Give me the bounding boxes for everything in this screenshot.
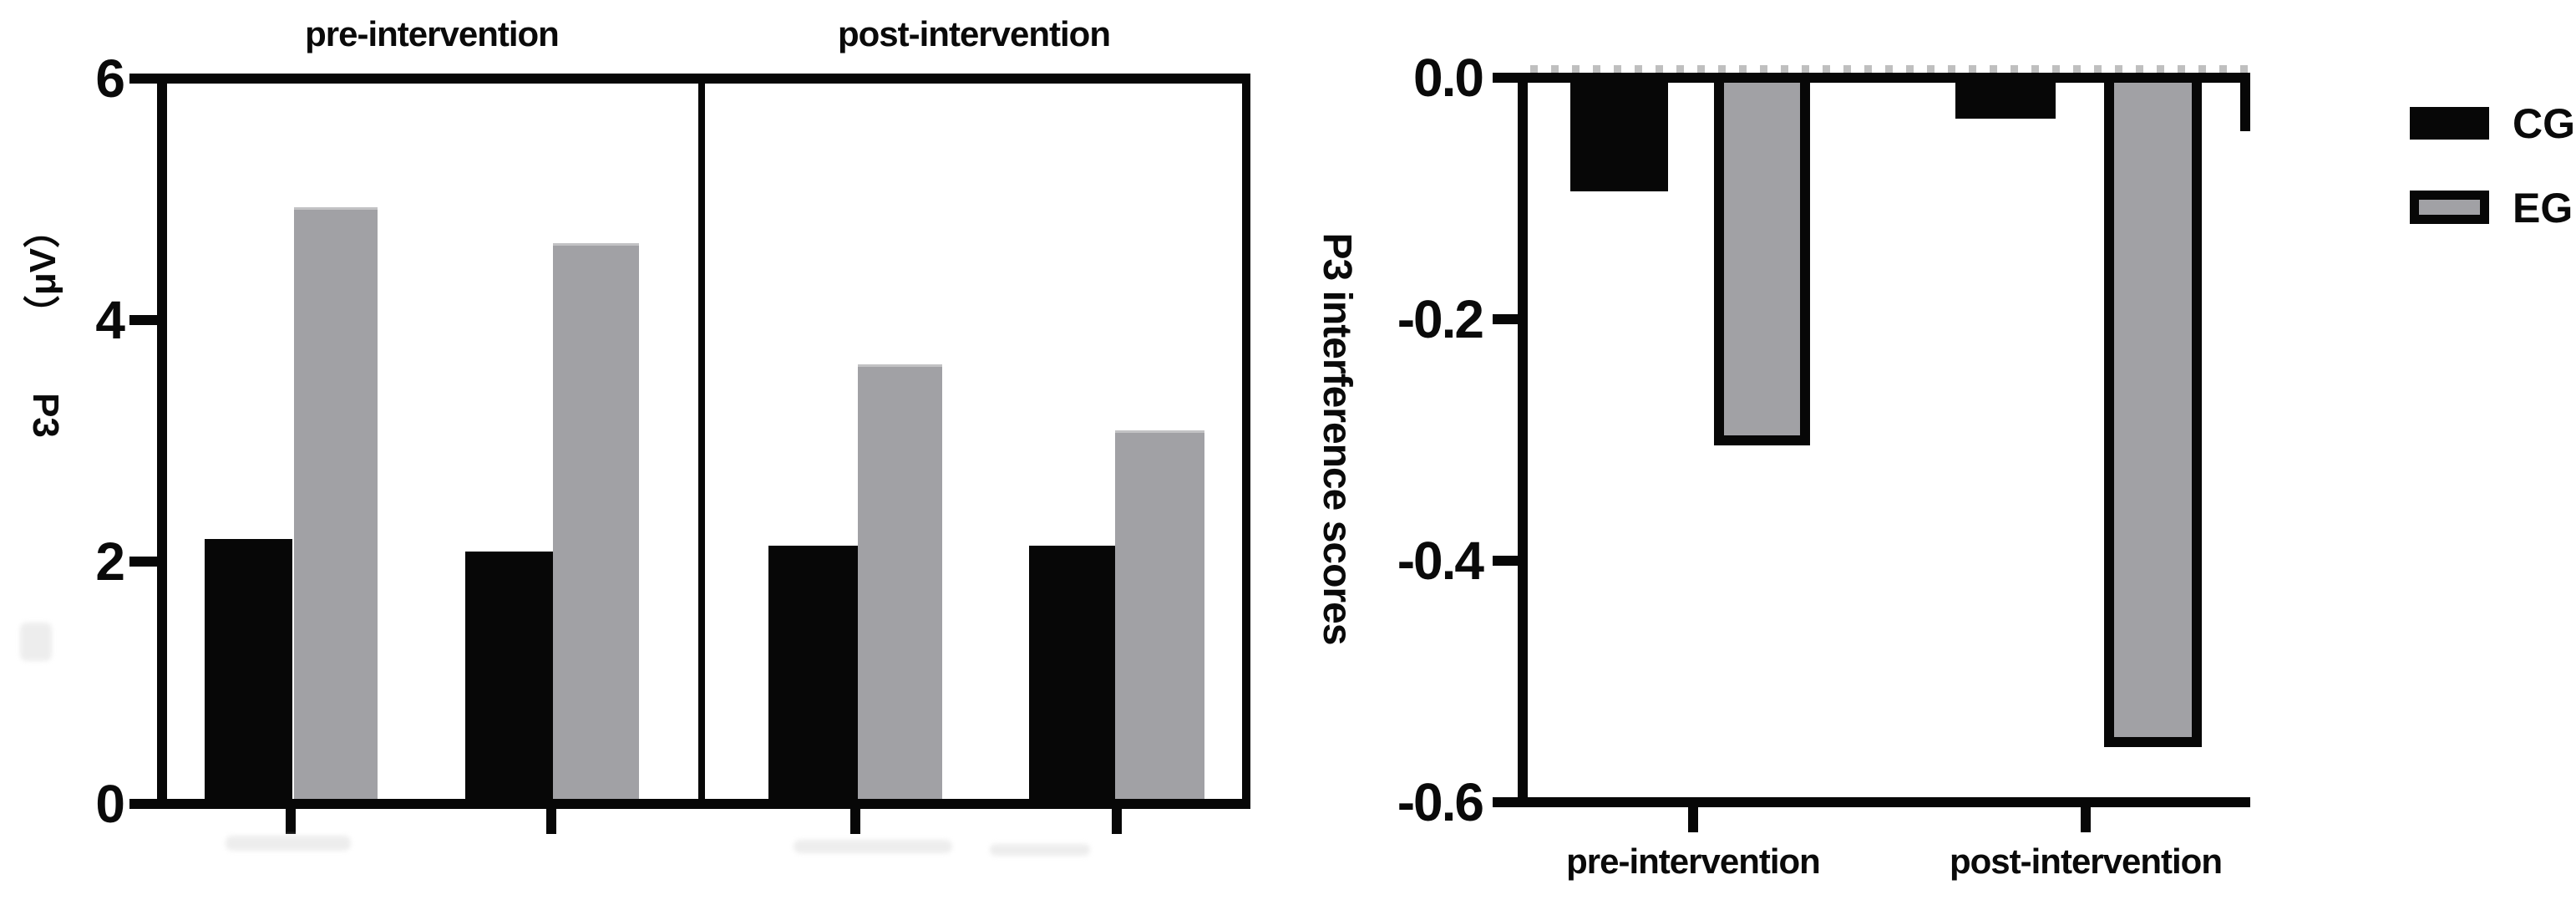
x-tick-group2 — [546, 809, 556, 834]
top-frame-line — [129, 74, 1250, 84]
y-tick--0.2 — [1493, 314, 1518, 324]
x-tick-group3 — [850, 809, 860, 834]
y-tick--0.4 — [1493, 556, 1518, 566]
y-axis-line — [157, 74, 167, 809]
panel-title-post: post-intervention — [838, 14, 1111, 53]
x-label-post: post-intervention — [1950, 842, 2223, 881]
x-tick-group4 — [1112, 809, 1122, 834]
y-axis-line — [1518, 78, 1528, 807]
bar-eg — [294, 207, 378, 799]
zero-line-end-stub — [2240, 83, 2250, 131]
bar-eg — [858, 364, 942, 799]
y-tick-label--0.4: -0.4 — [1397, 531, 1484, 591]
panel-divider-line — [698, 79, 705, 804]
zero-axis-line — [1493, 73, 2250, 83]
ghost-artifact — [990, 844, 1090, 856]
y-tick-label-6: 6 — [95, 48, 125, 109]
bar-eg — [1115, 430, 1204, 799]
legend-swatch-eg — [2410, 191, 2489, 224]
y-tick-label-4: 4 — [95, 290, 125, 350]
bar-cg — [1955, 83, 2056, 119]
x-tick-post — [2081, 807, 2091, 832]
bar-cg — [768, 546, 858, 799]
y-axis-p3-label: P3 — [25, 393, 66, 438]
zero-line-minor-ticks — [1530, 65, 2250, 74]
ghost-artifact — [226, 836, 351, 851]
legend-label-cg: CG — [2513, 100, 2575, 147]
bar-cg — [465, 552, 553, 799]
bar-eg — [2104, 83, 2202, 747]
right-frame-line — [1242, 74, 1250, 809]
panel-title-pre: pre-intervention — [305, 14, 560, 53]
x-axis-line — [129, 799, 1250, 809]
ghost-artifact — [794, 840, 952, 853]
y-tick-label-0.0: 0.0 — [1413, 48, 1484, 108]
x-tick-pre — [1688, 807, 1698, 832]
y-tick-label-2: 2 — [95, 531, 125, 592]
ghost-artifact — [20, 623, 52, 661]
bar-cg — [1570, 83, 1668, 191]
y-tick-label--0.6: -0.6 — [1397, 772, 1484, 832]
bottom-axis-line — [1493, 797, 2250, 807]
bar-cg — [1029, 546, 1115, 799]
legend-swatch-cg — [2410, 107, 2489, 140]
y-tick-label-0: 0 — [95, 774, 125, 834]
x-label-pre: pre-intervention — [1566, 842, 1821, 881]
x-tick-group1 — [286, 809, 296, 834]
y-tick-label--0.2: -0.2 — [1397, 289, 1484, 349]
legend-label-eg: EG — [2513, 185, 2573, 231]
bar-cg — [205, 539, 292, 799]
y-tick-4 — [129, 315, 157, 325]
y-tick-2 — [129, 557, 157, 567]
bar-eg — [553, 243, 639, 799]
bar-eg — [1714, 83, 1810, 445]
